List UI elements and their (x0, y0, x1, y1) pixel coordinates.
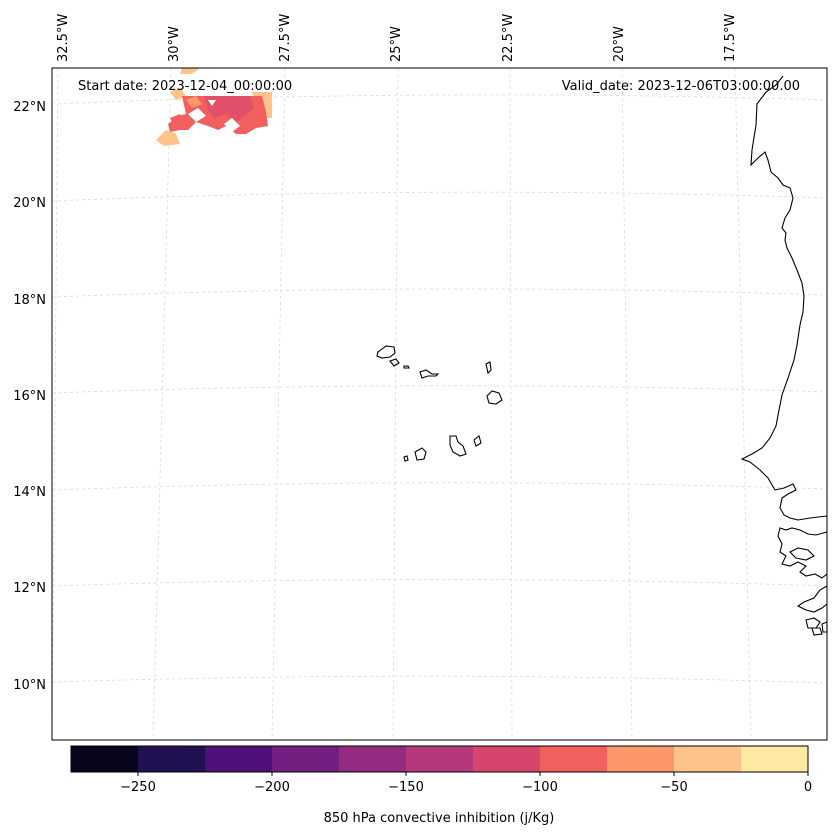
colorbar-ticks: −250 −200 −150 −100 −50 0 (120, 772, 812, 795)
parallel-gridline (51, 675, 828, 684)
parallel-gridline (51, 385, 828, 394)
colorbar-segment (473, 746, 541, 772)
start-date-label: Start date: 2023-12-04_00:00:00 (78, 79, 292, 94)
island-sao-vicente (389, 358, 400, 367)
colorbar-frame (70, 745, 809, 773)
meridian-gridline (271, 67, 286, 741)
cin-cell (224, 118, 240, 132)
colorbar-label: 850 hPa convective inhibition (j/Kg) (324, 811, 555, 826)
lon-label: 17.5°W (723, 14, 738, 62)
lat-label: 12°N (13, 581, 46, 596)
longitude-labels: 32.5°W 30°W 27.5°W 25°W 22.5°W 20°W 17.5… (56, 14, 738, 62)
cin-cell (208, 100, 216, 106)
colorbar-tick-label: −250 (120, 780, 156, 795)
cin-cell (170, 88, 186, 100)
lat-label: 22°N (13, 100, 46, 115)
latitude-labels: 22°N 20°N 18°N 16°N 14°N 12°N 10°N (13, 100, 46, 693)
colorbar-tick-label: −150 (388, 780, 424, 795)
lon-label: 25°W (389, 26, 404, 62)
colorbar-segment (138, 746, 206, 772)
parallel-gridline (51, 191, 828, 202)
colorbar-tick-label: −200 (254, 780, 290, 795)
island-sal (485, 361, 492, 375)
island-santiago (449, 435, 467, 457)
meridian-gridline (51, 67, 59, 741)
gridlines (51, 67, 828, 741)
lat-label: 20°N (13, 196, 46, 211)
coast-guinea-islands (789, 547, 815, 561)
coast-western-sahara-mauritania (740, 75, 805, 491)
parallel-gridline (51, 288, 828, 298)
colorbar-tick-label: −50 (660, 780, 687, 795)
lat-label: 10°N (13, 678, 46, 693)
coast-guinea (796, 585, 828, 613)
cin-cell (204, 96, 254, 122)
cin-cell (186, 96, 202, 108)
meridian-gridline (152, 67, 172, 741)
island-maio (473, 435, 482, 447)
colorbar-segment (406, 746, 474, 772)
colorbar-segment (741, 746, 809, 772)
colorbar-tick-label: 0 (804, 780, 812, 795)
lon-label: 20°W (612, 26, 627, 62)
coast-bijagos-islands (805, 617, 828, 636)
colorbar-segment (71, 746, 139, 772)
parallel-gridline (51, 482, 828, 491)
africa-coastline (740, 75, 828, 636)
cin-cell (156, 130, 180, 146)
cin-cell (188, 108, 206, 122)
island-fogo (414, 447, 427, 461)
meridian-gridline (392, 67, 399, 741)
lon-label: 22.5°W (501, 14, 516, 62)
map-frame (51, 67, 828, 741)
cin-cell (180, 68, 200, 74)
lon-label: 32.5°W (56, 14, 71, 62)
colorbar-segment (674, 746, 742, 772)
valid-date-label: Valid_date: 2023-12-06T03:00:00.00 (562, 79, 800, 94)
colorbar-segment (339, 746, 407, 772)
parallel-gridline (51, 94, 828, 105)
colorbar-segment (205, 746, 273, 772)
coast-guinea-bissau (777, 527, 828, 579)
meridian-gridline (734, 67, 752, 741)
cin-shading (156, 68, 272, 146)
parallel-gridline (51, 579, 828, 587)
lat-label: 16°N (13, 389, 46, 404)
island-sao-nicolau (419, 369, 440, 379)
meridian-gridline (621, 67, 633, 741)
lon-label: 30°W (167, 26, 182, 62)
cin-cell (170, 114, 184, 126)
colorbar-tick-label: −100 (522, 780, 558, 795)
coast-senegal-gambia (774, 483, 828, 521)
island-santo-antao (376, 345, 396, 359)
island-brava (403, 455, 409, 462)
colorbar-segment (272, 746, 340, 772)
meridian-gridline (509, 67, 513, 741)
island-boa-vista (486, 390, 503, 405)
colorbar-segments (71, 746, 809, 772)
lat-label: 14°N (13, 485, 46, 500)
colorbar: −250 −200 −150 −100 −50 0 850 hPa convective … (70, 745, 812, 826)
island-santa-luzia (403, 365, 410, 369)
colorbar-segment (540, 746, 608, 772)
lat-label: 18°N (13, 293, 46, 308)
islands-coastline (376, 345, 503, 462)
lon-label: 27.5°W (278, 14, 293, 62)
colorbar-segment (607, 746, 675, 772)
